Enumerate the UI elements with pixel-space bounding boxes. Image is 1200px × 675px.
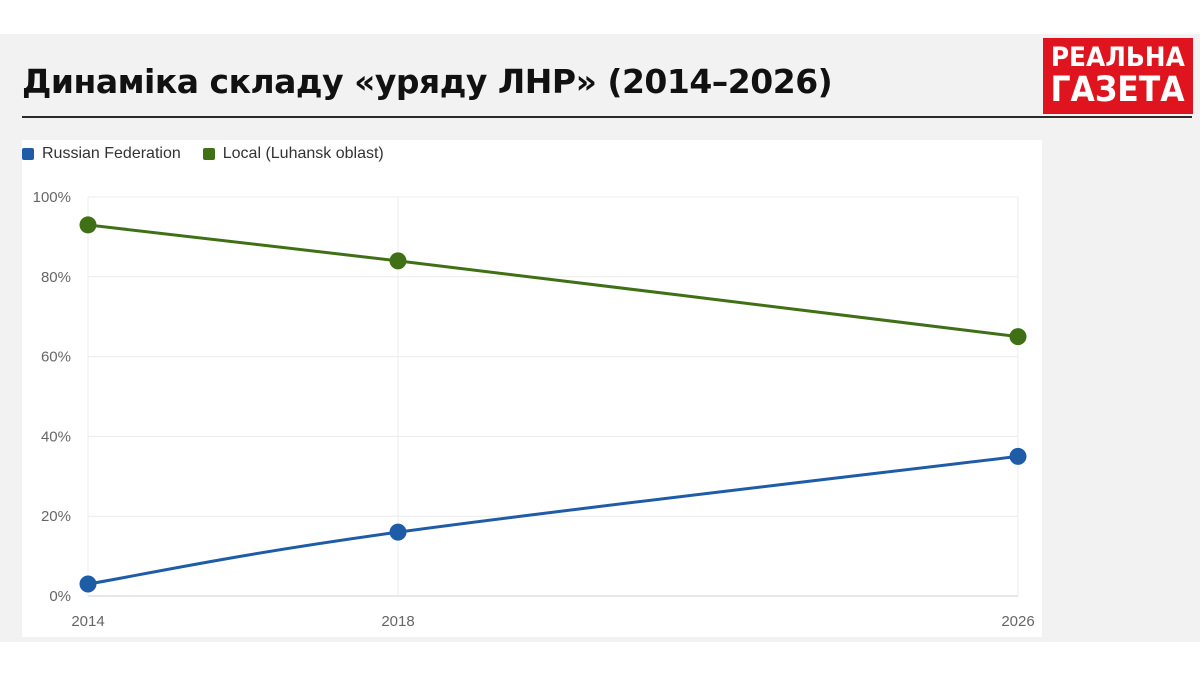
title-divider — [22, 116, 1192, 118]
logo-line-1: РЕАЛЬНА — [1050, 42, 1185, 73]
page-title: Динаміка складу «уряду ЛНР» (2014–2026) — [22, 62, 833, 101]
legend-label-russian: Russian Federation — [42, 145, 181, 162]
y-tick-label: 0% — [49, 588, 71, 605]
chart-area — [22, 140, 1042, 637]
y-tick-label: 100% — [33, 189, 71, 206]
legend-swatch-russian — [22, 148, 34, 160]
x-tick-label: 2018 — [381, 613, 414, 630]
data-point-russian-2018 — [389, 523, 407, 541]
y-tick-label: 60% — [41, 349, 71, 366]
series-line-local — [87, 223, 1019, 339]
y-tick-label: 20% — [41, 508, 71, 525]
y-tick-label: 40% — [41, 428, 71, 445]
legend-item-local[interactable]: Local (Luhansk oblast) — [202, 145, 384, 163]
series-line-russian — [87, 454, 1019, 586]
data-point-russian-2014 — [79, 575, 97, 593]
x-tick-label: 2026 — [1001, 613, 1034, 630]
x-tick-label: 2014 — [71, 613, 104, 630]
data-point-russian-2026 — [1009, 447, 1027, 465]
legend-swatch-local — [202, 148, 215, 160]
brand-logo: РЕАЛЬНА ГАЗЕТА — [1043, 38, 1193, 114]
legend-item-russian[interactable]: Russian Federation — [22, 145, 181, 163]
data-point-local-2018 — [389, 252, 407, 270]
logo-line-2: ГАЗЕТА — [1050, 70, 1186, 110]
data-point-local-2014 — [79, 216, 97, 234]
chart-legend: Russian Federation Local (Luhansk oblast… — [22, 145, 384, 163]
legend-label-local: Local (Luhansk oblast) — [222, 145, 384, 162]
data-point-local-2026 — [1009, 328, 1027, 346]
y-tick-label: 80% — [41, 269, 71, 286]
